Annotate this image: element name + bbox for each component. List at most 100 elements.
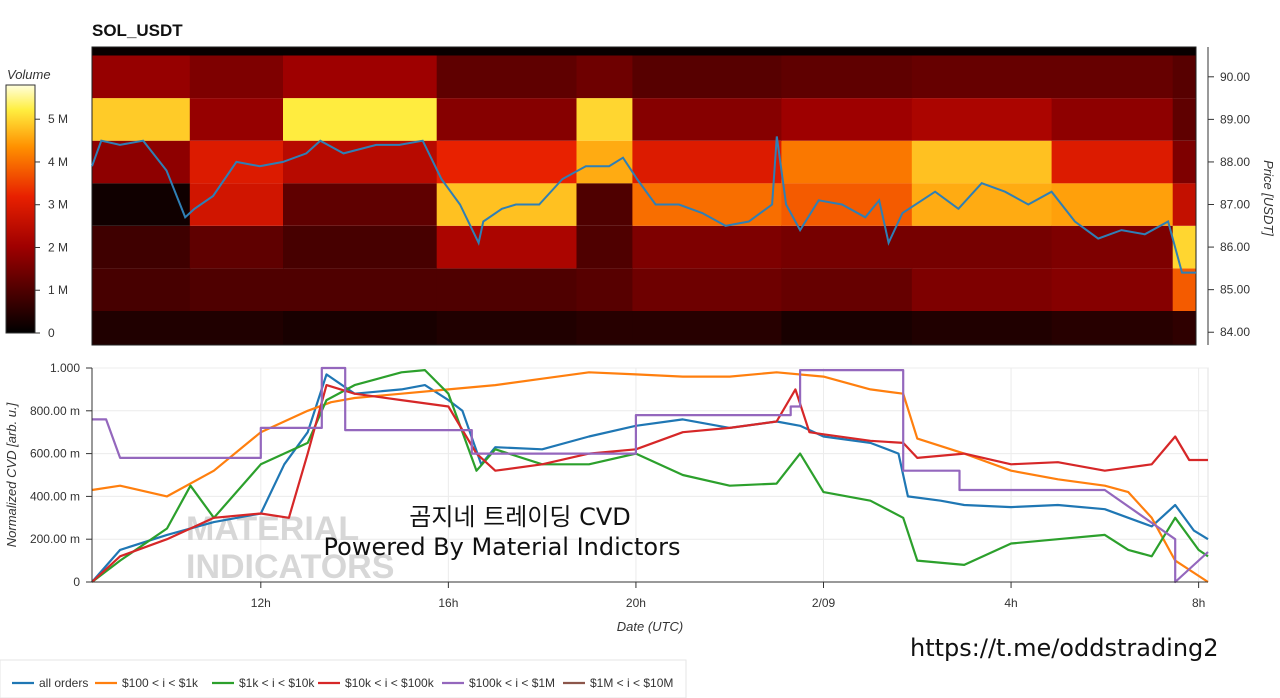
overlay-subtitle: Powered By Material Indictors (324, 533, 681, 561)
heatmap-cell (781, 47, 913, 56)
heatmap-cell (436, 268, 577, 311)
heatmap-cell (1172, 98, 1197, 141)
heatmap-cell (781, 310, 913, 345)
heatmap-cell (283, 47, 438, 56)
heatmap-cell (1172, 140, 1197, 184)
heatmap-cell (436, 310, 577, 345)
heatmap-cell (189, 98, 284, 141)
heatmap-cell (576, 225, 633, 269)
heatmap-cell (189, 183, 284, 226)
legend: all orders $100 < i < $1k $1k < i < $10k $1… (12, 676, 673, 690)
cvd-y-tick-label: 1.000 (50, 361, 80, 375)
price-tick-label: 86.00 (1220, 240, 1250, 254)
heatmap-cell (1051, 310, 1174, 345)
heatmap-cell (781, 268, 913, 311)
heatmap-cell (283, 225, 438, 269)
cvd-x-tick-label: 8h (1192, 596, 1205, 610)
heatmap-cell (781, 140, 913, 184)
heatmap-cell (92, 183, 191, 226)
colorbar-tick-label: 1 M (48, 283, 68, 297)
heatmap-cell (283, 98, 438, 141)
heatmap-cell (92, 310, 191, 345)
heatmap-cell (1172, 268, 1197, 311)
cvd-x-axis-label: Date (UTC) (617, 619, 683, 634)
price-tick-label: 88.00 (1220, 155, 1250, 169)
heatmap-cell (632, 98, 782, 141)
legend-box (0, 659, 687, 698)
heatmap-cell (632, 47, 782, 56)
heatmap-cell (283, 183, 438, 226)
colorbar-tick-label: 2 M (48, 240, 68, 254)
heatmap-cell (436, 183, 577, 226)
cvd-series-line (91, 373, 1209, 583)
telegram-url: https://t.me/oddstrading2 (910, 634, 1219, 662)
watermark-line2: INDICATORS (186, 548, 394, 586)
colorbar-tick-label: 0 (48, 326, 55, 340)
price-tick-label: 85.00 (1220, 283, 1250, 297)
heatmap-cell (1172, 47, 1197, 56)
colorbar (5, 84, 36, 334)
heatmap-cell (1172, 225, 1197, 269)
heatmap-cell (1051, 268, 1174, 311)
cvd-x-tick-label: 16h (438, 596, 458, 610)
heatmap-cell (1172, 183, 1197, 226)
heatmap-cell (92, 55, 191, 99)
cvd-x-tick-label: 4h (1004, 596, 1017, 610)
legend-item-label: $1M < i < $10M (590, 676, 673, 690)
heatmap-cell (92, 47, 191, 56)
heatmap-cell (283, 310, 438, 345)
heatmap-cell (92, 225, 191, 269)
cvd-y-tick-label: 200.00 m (30, 532, 80, 546)
heatmap-cell (576, 268, 633, 311)
cvd-y-axis-label: Normalized CVD [arb. u.] (4, 402, 19, 547)
heatmap-frame (91, 46, 1197, 346)
heatmap-cell (576, 55, 633, 99)
heatmap-cell (576, 183, 633, 226)
heatmap-cell (436, 98, 577, 141)
heatmap-cell (1051, 47, 1174, 56)
heatmap-cell (576, 140, 633, 184)
heatmap-cell (436, 55, 577, 99)
heatmap-cell (436, 140, 577, 184)
price-tick-label: 90.00 (1220, 70, 1250, 84)
heatmap-cell (576, 98, 633, 141)
cvd-x-axis: 12h 16h 20h 2/09 4h 8h (92, 581, 1208, 610)
heatmap-cell (632, 140, 782, 184)
colorbar-ticks: 0 1 M 2 M 3 M 4 M 5 M (35, 112, 68, 340)
colorbar-tick-label: 3 M (48, 198, 68, 212)
price-tick-label: 89.00 (1220, 112, 1250, 126)
cvd-x-tick-label: 20h (626, 596, 646, 610)
heatmap-cell (92, 140, 191, 184)
heatmap-cell (1051, 183, 1174, 226)
heatmap-cell (1051, 55, 1174, 99)
heatmap-cell (436, 47, 577, 56)
heatmap-cell (781, 98, 913, 141)
heatmap-cell (911, 55, 1052, 99)
heatmap-cell (189, 225, 284, 269)
heatmap-cell (92, 98, 191, 141)
heatmap-cell (92, 268, 191, 311)
heatmap-cell (436, 225, 577, 269)
colorbar-tick-label: 4 M (48, 155, 68, 169)
colorbar-label: Volume (7, 67, 51, 82)
volume-heatmap (91, 46, 1197, 346)
heatmap-cell (189, 55, 284, 99)
legend-item-label: $100k < i < $1M (469, 676, 555, 690)
heatmap-cell (576, 310, 633, 345)
heatmap-cell (911, 47, 1052, 56)
cvd-x-tick-label: 2/09 (812, 596, 836, 610)
price-tick-label: 84.00 (1220, 325, 1250, 339)
heatmap-cell (632, 310, 782, 345)
heatmap-cell (911, 183, 1052, 226)
cvd-y-tick-label: 0 (73, 575, 80, 589)
price-axis: 84.00 85.00 86.00 87.00 88.00 89.00 90.00 (1207, 47, 1250, 345)
heatmap-cell (911, 98, 1052, 141)
heatmap-cell (1172, 310, 1197, 345)
heatmap-cell (632, 55, 782, 99)
heatmap-cell (632, 225, 782, 269)
cvd-y-axis: 0 200.00 m 400.00 m 600.00 m 800.00 m 1.000 (30, 361, 93, 589)
cvd-y-tick-label: 800.00 m (30, 404, 80, 418)
heatmap-cell (283, 140, 438, 184)
heatmap-cell (781, 225, 913, 269)
